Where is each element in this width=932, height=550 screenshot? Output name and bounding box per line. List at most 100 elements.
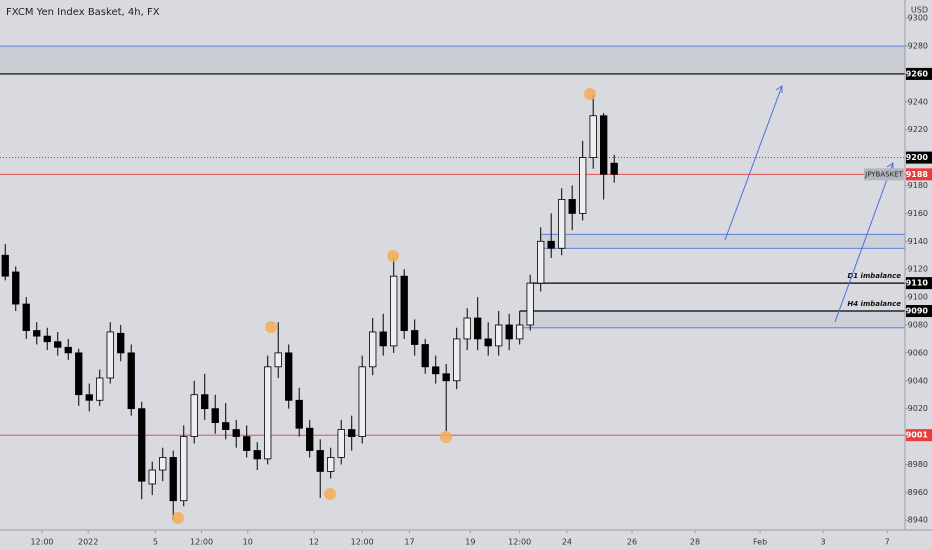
price-tag (906, 277, 932, 290)
price-tag (906, 151, 932, 164)
candle-body (558, 199, 566, 249)
axis-unit: USD (911, 6, 928, 15)
arrow (724, 85, 783, 241)
candle-body (285, 352, 293, 401)
arrow-head (775, 85, 783, 93)
candle-body (12, 271, 20, 305)
x-tick-label: 12:00 (351, 538, 374, 547)
candle-body (306, 427, 314, 451)
x-tick-label: 12:00 (190, 538, 213, 547)
x-tick-label: 12:00 (508, 538, 531, 547)
candle-body (463, 317, 471, 340)
x-tick-label: 24 (562, 538, 572, 547)
candle-body (190, 394, 198, 437)
plot: D1 imbalance H4 imbalance (0, 45, 905, 521)
price-tag-label: 9260 (906, 69, 929, 78)
y-tick-label: 9100 (908, 293, 928, 302)
candle-body (85, 394, 93, 401)
chart-title: FXCM Yen Index Basket, 4h, FX (6, 7, 160, 18)
candle-body (96, 377, 104, 401)
candle-body (327, 457, 335, 472)
x-tick-label: 26 (627, 538, 637, 547)
candle-body (390, 275, 398, 347)
series-name-tag (864, 168, 904, 181)
candle-body (400, 275, 408, 331)
y-tick-label: 9140 (908, 237, 928, 246)
candle-body (75, 352, 83, 396)
candle-body (526, 282, 534, 326)
candle-body (379, 331, 387, 347)
x-tick-label: 28 (690, 538, 700, 547)
price-tag (906, 305, 932, 318)
y-tick-label: 8980 (908, 460, 928, 469)
candle-body (232, 429, 240, 437)
candle-body (579, 157, 587, 214)
candle-body (516, 324, 524, 340)
candle-body (505, 324, 513, 340)
x-tick-label: 12:00 (30, 538, 53, 547)
x-tick-label: 5 (153, 538, 158, 547)
candle-body (201, 394, 209, 410)
swing-marker (265, 321, 277, 333)
candle-body (474, 317, 482, 340)
price-tag (906, 67, 932, 80)
level-label: D1 imbalance (847, 272, 901, 280)
candle-body (348, 429, 356, 437)
candle-body (253, 450, 261, 460)
swing-marker (172, 512, 184, 524)
y-tick-label: 9120 (908, 265, 928, 274)
candle-body (1, 254, 9, 277)
candle-body (22, 303, 30, 331)
candle-body (169, 457, 177, 502)
candle-body (589, 115, 597, 159)
x-tick-label: 3 (821, 538, 826, 547)
x-tick-label: 7 (885, 538, 890, 547)
candle-body (316, 450, 324, 472)
price-tag-label: 9188 (906, 170, 929, 179)
candle-body (610, 162, 618, 175)
x-tick-label: Feb (753, 538, 767, 547)
candle-body (453, 338, 461, 382)
candle-body (411, 330, 419, 345)
candle-body (138, 408, 146, 482)
zone (519, 311, 905, 328)
candle-body (442, 373, 450, 382)
price-tag-label: 9110 (906, 279, 929, 288)
y-tick-label: 9040 (908, 376, 928, 385)
candle-body (33, 330, 41, 337)
candle-body (54, 341, 62, 348)
candle-body (369, 331, 377, 368)
swing-marker (387, 250, 399, 262)
x-tick-label: 10 (243, 538, 253, 547)
price-tag (906, 168, 932, 181)
y-tick-label: 9240 (908, 97, 928, 106)
candle-body (64, 346, 72, 354)
candle-body (211, 408, 219, 424)
y-tick-label: 8940 (908, 516, 928, 525)
price-tag-label: 9200 (906, 153, 929, 162)
y-tick-label: 9180 (908, 181, 928, 190)
candle-body (127, 352, 135, 410)
arrow-head (886, 162, 894, 170)
y-tick-label: 9280 (908, 42, 928, 51)
candle-body (537, 240, 545, 284)
candle-body (106, 331, 114, 379)
candle-body (274, 352, 282, 368)
candle-body (159, 457, 167, 471)
candle-body (358, 366, 366, 437)
price-tag-label: 9090 (906, 307, 929, 316)
series-name: JPYBASKET (864, 170, 903, 178)
y-tick-label: 9060 (908, 348, 928, 357)
price-tag (906, 429, 932, 442)
candle-body (43, 335, 51, 343)
candle-body (568, 199, 576, 214)
candle-body (117, 332, 125, 354)
candle-body (547, 240, 555, 249)
y-tick-label: 9160 (908, 209, 928, 218)
level-label: H4 imbalance (847, 300, 901, 308)
candle-body (495, 324, 503, 347)
y-tick-label: 9300 (908, 14, 928, 23)
candle-body (222, 422, 230, 430)
